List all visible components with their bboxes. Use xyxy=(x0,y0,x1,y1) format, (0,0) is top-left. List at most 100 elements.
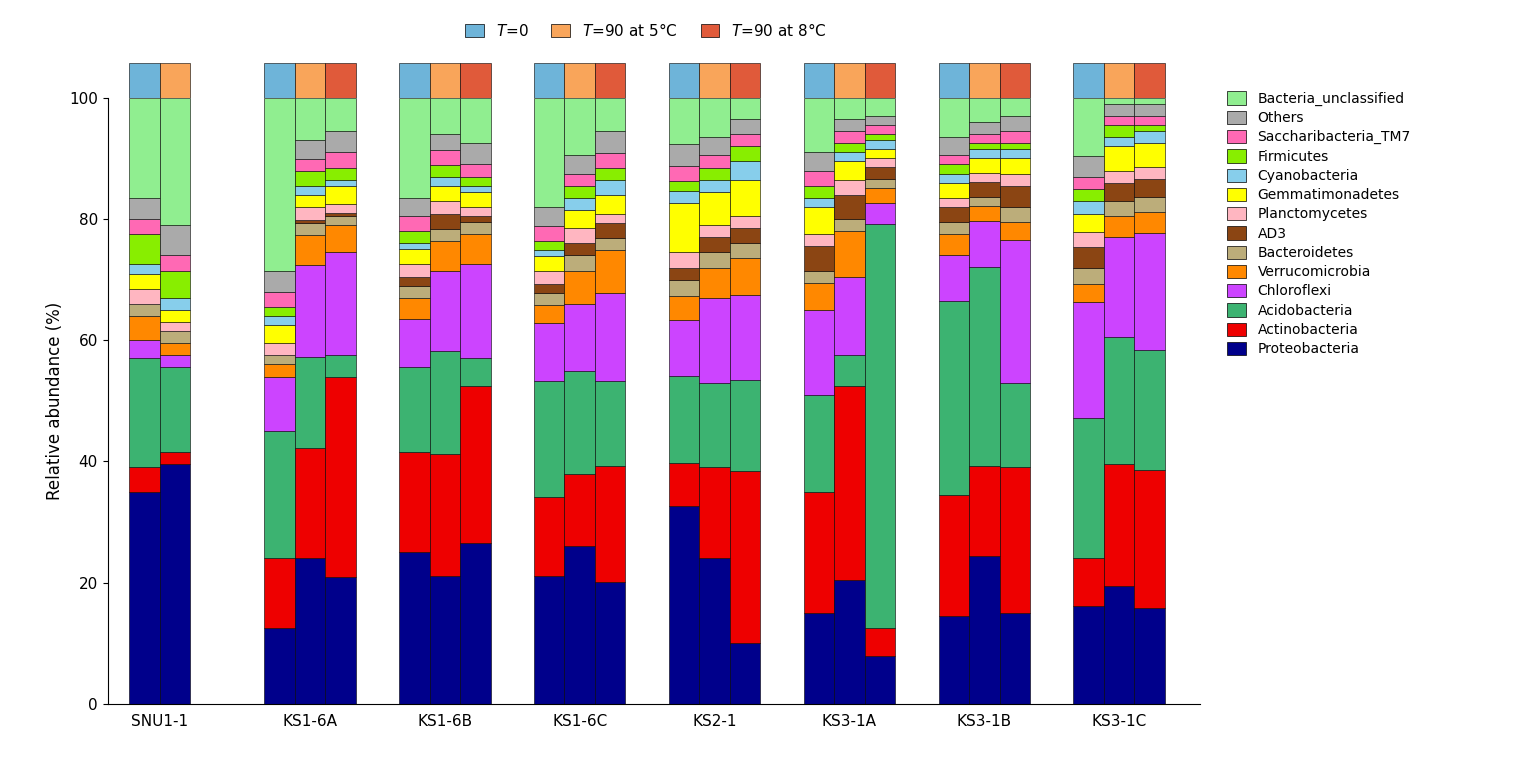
Bar xyxy=(669,268,700,280)
Bar xyxy=(1000,131,1030,143)
Bar xyxy=(700,137,731,156)
Bar xyxy=(1074,98,1104,156)
Bar xyxy=(129,234,160,264)
Bar xyxy=(938,207,969,222)
Bar xyxy=(1104,183,1135,201)
Bar xyxy=(534,63,564,98)
Bar xyxy=(295,159,325,171)
Bar xyxy=(1135,608,1164,704)
Bar xyxy=(938,183,969,198)
Bar xyxy=(804,98,834,152)
Bar xyxy=(295,265,325,357)
Bar xyxy=(1135,143,1164,167)
Bar xyxy=(160,322,191,331)
Bar xyxy=(1074,201,1104,213)
Bar xyxy=(534,305,564,323)
Bar xyxy=(534,323,564,381)
Bar xyxy=(595,180,626,196)
Bar xyxy=(325,167,355,180)
Bar xyxy=(595,250,626,292)
Bar xyxy=(834,386,864,579)
Bar xyxy=(129,492,160,704)
Bar xyxy=(460,63,491,98)
Bar xyxy=(1135,63,1164,98)
Bar xyxy=(700,180,731,192)
Bar xyxy=(864,655,895,704)
Bar xyxy=(731,180,760,216)
Bar xyxy=(400,298,429,319)
Bar xyxy=(1074,284,1104,302)
Bar xyxy=(804,198,834,207)
Bar xyxy=(160,298,191,310)
Bar xyxy=(1104,337,1135,465)
Bar xyxy=(564,228,595,243)
Bar xyxy=(400,98,429,198)
Bar xyxy=(834,98,864,119)
Bar xyxy=(595,582,626,704)
Bar xyxy=(938,98,969,137)
Bar xyxy=(1104,116,1135,125)
Bar xyxy=(400,319,429,368)
Bar xyxy=(804,246,834,271)
Bar xyxy=(731,146,760,161)
Bar xyxy=(1074,231,1104,247)
Bar xyxy=(1000,116,1030,131)
Bar xyxy=(325,204,355,213)
Bar xyxy=(969,221,1000,267)
Bar xyxy=(804,170,834,185)
Bar xyxy=(265,292,295,307)
Bar xyxy=(864,125,895,134)
Bar xyxy=(595,292,626,381)
Bar xyxy=(804,310,834,395)
Bar xyxy=(325,180,355,185)
Bar xyxy=(1104,237,1135,337)
Bar xyxy=(534,241,564,250)
Bar xyxy=(969,206,1000,221)
Bar xyxy=(731,258,760,295)
Bar xyxy=(731,119,760,135)
Bar xyxy=(429,454,460,576)
Bar xyxy=(1000,240,1030,382)
Bar xyxy=(429,165,460,177)
Bar xyxy=(1104,586,1135,704)
Bar xyxy=(969,122,1000,134)
Bar xyxy=(534,250,564,256)
Bar xyxy=(429,177,460,186)
Bar xyxy=(700,558,731,704)
Bar xyxy=(1074,189,1104,201)
Bar xyxy=(534,284,564,292)
Bar xyxy=(1135,125,1164,131)
Bar xyxy=(938,156,969,164)
Bar xyxy=(534,226,564,241)
Bar xyxy=(564,156,595,174)
Bar xyxy=(400,198,429,216)
Bar xyxy=(160,271,191,298)
Bar xyxy=(595,466,626,582)
Bar xyxy=(564,547,595,704)
Bar xyxy=(129,198,160,219)
Bar xyxy=(669,253,700,268)
Bar xyxy=(938,63,969,98)
Bar xyxy=(295,357,325,448)
Bar xyxy=(429,229,460,241)
Bar xyxy=(460,386,491,543)
Bar xyxy=(1104,137,1135,146)
Bar xyxy=(460,143,491,164)
Bar xyxy=(429,271,460,350)
Bar xyxy=(460,192,491,207)
Bar xyxy=(534,207,564,226)
Bar xyxy=(1074,558,1104,606)
Bar xyxy=(804,185,834,198)
Bar xyxy=(325,213,355,216)
Bar xyxy=(265,558,295,628)
Bar xyxy=(669,166,700,181)
Bar xyxy=(400,243,429,249)
Bar xyxy=(731,295,760,379)
Bar xyxy=(864,179,895,188)
Bar xyxy=(534,271,564,284)
Bar xyxy=(400,264,429,277)
Bar xyxy=(429,135,460,149)
Bar xyxy=(160,331,191,343)
Bar xyxy=(864,63,895,98)
Bar xyxy=(534,98,564,207)
